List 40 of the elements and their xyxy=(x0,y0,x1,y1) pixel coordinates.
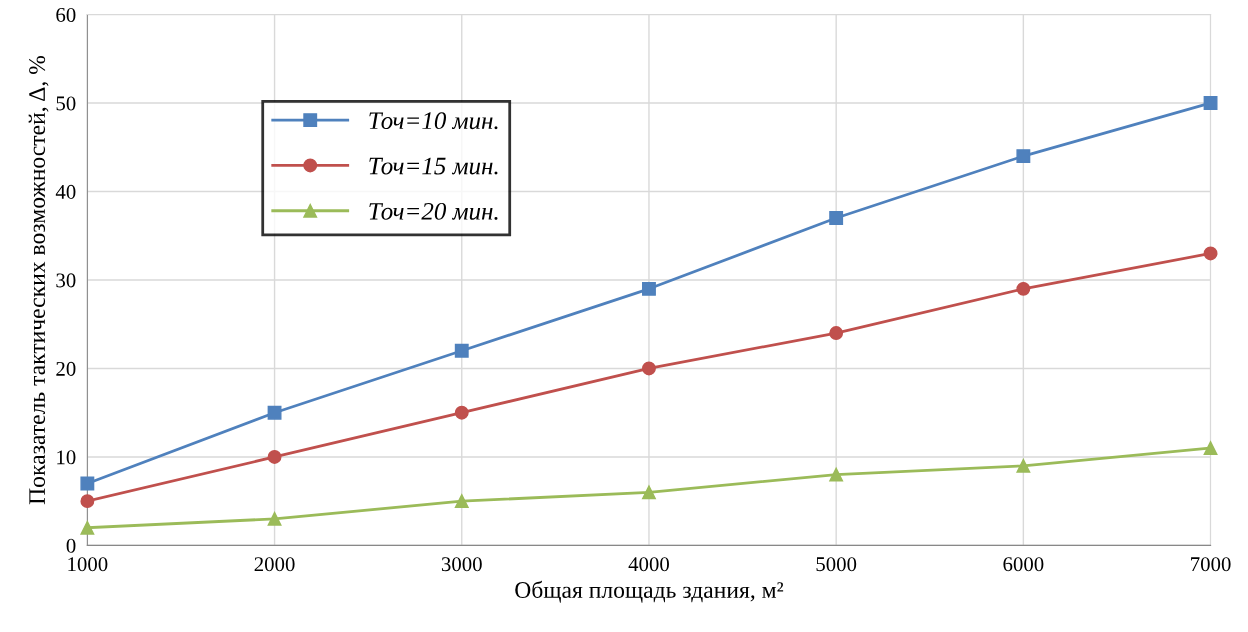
point xyxy=(80,476,95,491)
point xyxy=(1203,246,1218,261)
point xyxy=(80,494,95,509)
point xyxy=(267,449,282,464)
y-tick-label: 40 xyxy=(55,184,76,199)
point xyxy=(642,361,656,376)
legend-label: Точ=15 мин. xyxy=(369,157,498,175)
point xyxy=(267,405,282,420)
point xyxy=(1016,149,1031,164)
point xyxy=(1016,281,1031,296)
point xyxy=(1203,96,1218,110)
x-tick-label: 2000 xyxy=(254,557,295,572)
x-tick-label: 3000 xyxy=(441,557,482,572)
y-tick-label: 30 xyxy=(56,273,76,288)
x-tick-label: 7000 xyxy=(1191,557,1231,572)
y-tick-label: 20 xyxy=(56,361,76,376)
point xyxy=(454,405,469,420)
point xyxy=(454,343,469,358)
point xyxy=(829,326,844,341)
point xyxy=(1016,458,1031,473)
point xyxy=(829,467,844,482)
x-tick-label: 5000 xyxy=(816,557,857,572)
y-tick-label: 0 xyxy=(66,538,76,553)
point xyxy=(642,485,656,500)
point xyxy=(1203,441,1218,456)
y-tick-label: 10 xyxy=(57,450,76,465)
x-tick-label: 4000 xyxy=(628,557,669,572)
point xyxy=(267,511,282,526)
y-axis-title: Показатель тактических возможностей, Δ, % xyxy=(28,55,49,505)
point xyxy=(642,281,656,296)
point xyxy=(454,494,469,509)
point xyxy=(80,520,95,535)
x-tick-label: 1000 xyxy=(68,557,108,572)
x-axis-title: Общая площадь здания, м² xyxy=(515,580,784,603)
x-tick-label: 6000 xyxy=(1003,557,1044,572)
y-tick-label: 50 xyxy=(56,96,76,111)
point xyxy=(829,211,844,225)
y-tick-label: 60 xyxy=(56,7,76,22)
legend-label: Точ=10 мин. xyxy=(369,112,498,130)
legend-label: Точ=20 мин. xyxy=(369,202,498,220)
